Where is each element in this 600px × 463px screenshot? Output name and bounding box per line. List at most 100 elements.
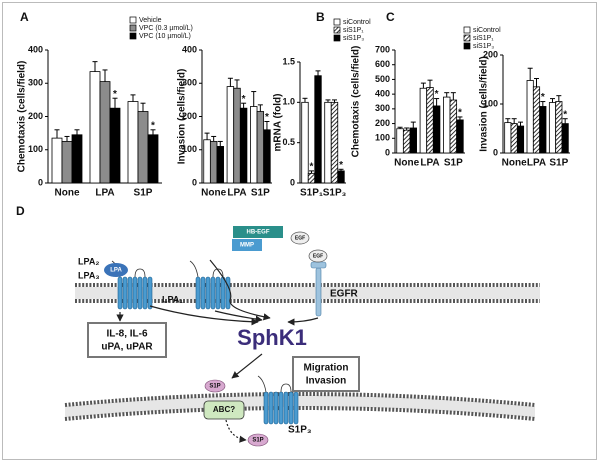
egf <box>290 231 310 245</box>
egfr <box>315 267 322 317</box>
node-label: S1P₃ <box>288 425 312 436</box>
bar <box>61 141 73 184</box>
node-label: EGFR <box>330 289 359 300</box>
y-tick-label: 400 <box>375 89 390 99</box>
bar <box>504 122 512 154</box>
significance-label: * <box>242 94 246 105</box>
y-axis-label: Invasion (cells/field) <box>479 56 490 152</box>
bar <box>526 80 534 154</box>
bar <box>89 71 101 184</box>
bar <box>137 111 149 184</box>
bar <box>99 81 111 184</box>
node-label: LPA <box>110 268 122 274</box>
bar <box>127 101 139 184</box>
bar <box>203 139 211 184</box>
significance-label: * <box>339 160 343 171</box>
legend-swatch <box>129 32 137 40</box>
legend-swatch <box>463 26 471 34</box>
y-tick-label: 600 <box>375 59 390 69</box>
diagram: D LPA₂ LPA₃ LPA LPA₁ HB-EGF MMP EGF EGF … <box>16 204 540 447</box>
legend-label: Vehicle <box>139 17 162 24</box>
x-tick-label: LPA <box>95 188 114 199</box>
node-label: S1P <box>209 384 220 390</box>
membrane <box>64 406 536 421</box>
bar <box>109 107 121 184</box>
bar <box>301 101 309 184</box>
bar <box>443 96 451 154</box>
node-label: IL-8, IL-6 <box>106 329 148 340</box>
significance-label: * <box>310 162 314 173</box>
legend-swatch <box>463 34 471 42</box>
bar <box>263 129 271 184</box>
y-axis-label: mRNA (fold) <box>273 94 284 152</box>
x-tick-label: None <box>201 188 226 199</box>
legend-label: siControl <box>473 27 501 34</box>
y-tick-label: 100 <box>375 133 390 143</box>
y-tick-label: 0 <box>385 147 390 157</box>
bar <box>456 119 464 154</box>
bar <box>239 107 248 184</box>
bar <box>548 102 557 154</box>
arrow <box>225 419 247 443</box>
node-label: uPA, uPAR <box>101 342 153 353</box>
y-tick-label: 400 <box>28 44 43 54</box>
x-tick-label: S1P <box>549 158 568 169</box>
y-tick-label: 100 <box>483 98 498 108</box>
legend-swatch <box>333 34 341 42</box>
bar <box>419 87 428 154</box>
bar <box>256 111 265 184</box>
ligand <box>104 263 128 277</box>
node-label: ABC? <box>213 405 235 414</box>
arrow <box>287 317 319 326</box>
y-tick-label: 400 <box>182 44 197 54</box>
s1p <box>247 433 269 447</box>
significance-label: * <box>458 108 462 119</box>
y-tick-label: 300 <box>28 78 43 88</box>
bar <box>51 137 63 184</box>
x-tick-label: LPA <box>527 158 546 169</box>
legend-label: siControl <box>343 19 371 26</box>
panel-letter: C <box>386 10 395 24</box>
y-tick-label: 100 <box>182 144 197 154</box>
membrane <box>64 392 536 407</box>
y-tick-label: 200 <box>483 49 498 59</box>
node-label: Invasion <box>306 376 347 387</box>
panel-letter: D <box>16 204 25 218</box>
transporter <box>203 400 245 420</box>
y-tick-label: 300 <box>182 78 197 88</box>
bar <box>330 101 339 184</box>
legend-label: VPC (0.3 µmol/L) <box>139 25 193 32</box>
y-tick-label: 0 <box>290 177 295 187</box>
x-tick-label: None <box>502 158 527 169</box>
bar <box>209 141 218 184</box>
x-tick-label: S1P₃ <box>323 188 347 199</box>
bar <box>409 127 417 154</box>
x-tick-label: S1P <box>444 158 463 169</box>
bar <box>510 123 518 154</box>
bar <box>314 75 322 184</box>
node-label: EGF <box>295 235 305 241</box>
node-label: HB-EGF <box>247 230 270 236</box>
significance-label: * <box>563 109 567 120</box>
y-tick-label: 700 <box>375 44 390 54</box>
x-tick-label: S1P₁ <box>300 188 323 199</box>
legend-label: VPC (10 µmol/L) <box>139 33 191 40</box>
bar <box>555 101 563 154</box>
significance-label: * <box>151 120 155 131</box>
egfr <box>310 261 327 269</box>
legend-swatch <box>129 24 137 32</box>
legend-label: siS1P₁ <box>343 27 364 34</box>
significance-label: * <box>113 89 117 100</box>
legend-swatch <box>333 26 341 34</box>
bar <box>216 146 224 184</box>
box <box>292 356 360 392</box>
bar <box>432 105 441 154</box>
x-tick-label: None <box>55 188 80 199</box>
y-tick-label: 300 <box>375 103 390 113</box>
y-tick-label: 0.5 <box>282 137 295 147</box>
bar <box>226 86 235 184</box>
bar <box>324 101 332 184</box>
s1p <box>204 379 226 393</box>
